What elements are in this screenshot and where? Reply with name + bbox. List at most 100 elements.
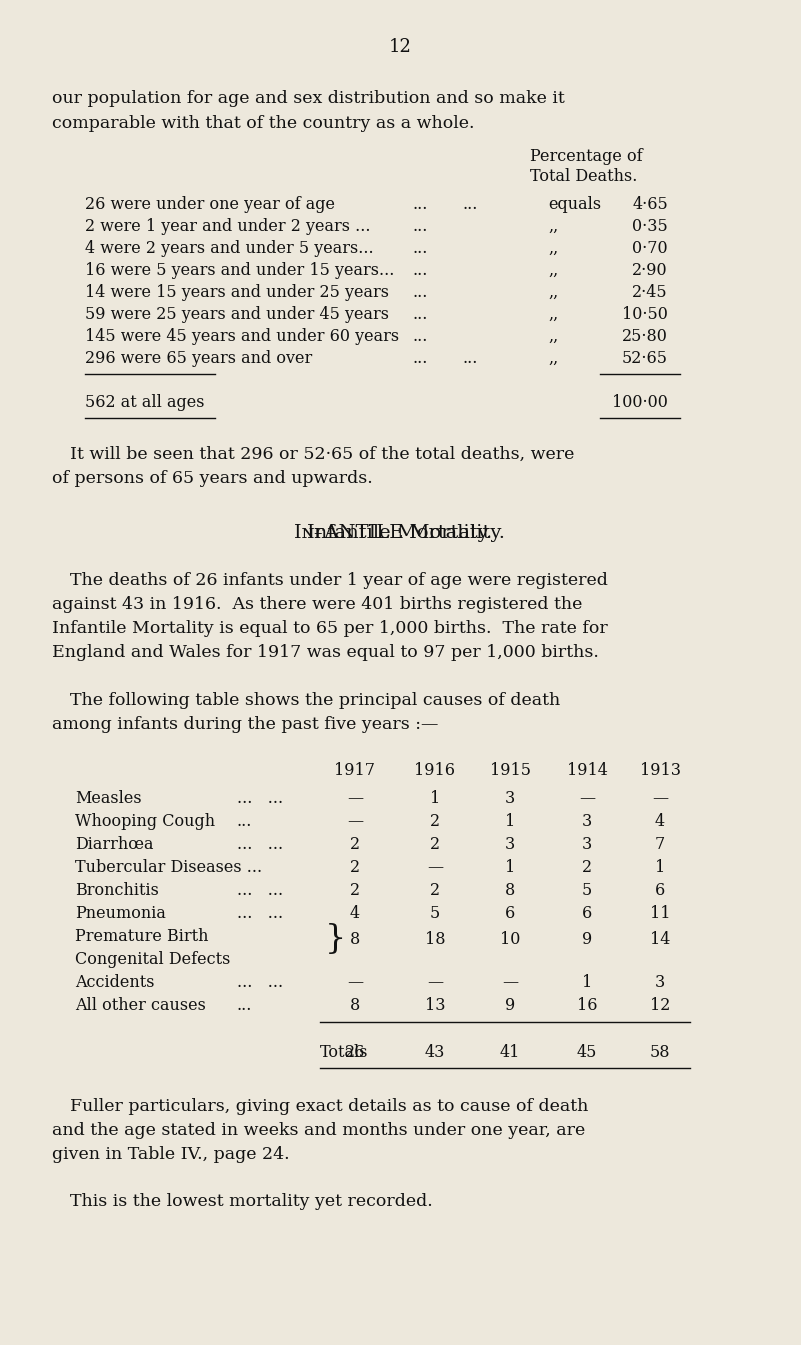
Text: 10: 10 [500,932,520,948]
Text: ,,: ,, [548,350,558,367]
Text: ...: ... [462,196,477,213]
Text: 0·35: 0·35 [632,218,668,235]
Text: The following table shows the principal causes of death: The following table shows the principal … [70,691,560,709]
Text: ...   ...: ... ... [237,974,283,991]
Text: 8: 8 [505,882,515,898]
Text: ...: ... [412,218,428,235]
Text: ...: ... [412,284,428,301]
Text: Premature Birth: Premature Birth [75,928,208,946]
Text: 1915: 1915 [489,763,530,779]
Text: 2: 2 [430,837,440,853]
Text: 18: 18 [425,932,445,948]
Text: and the age stated in weeks and months under one year, are: and the age stated in weeks and months u… [52,1122,586,1139]
Text: 4: 4 [350,905,360,923]
Text: 9: 9 [505,997,515,1014]
Text: —: — [427,859,443,876]
Text: 8: 8 [350,997,360,1014]
Text: The deaths of 26 infants under 1 year of age were registered: The deaths of 26 infants under 1 year of… [70,572,608,589]
Text: 2: 2 [350,837,360,853]
Text: 11: 11 [650,905,670,923]
Text: ...: ... [412,239,428,257]
Text: —: — [347,974,363,991]
Text: 6: 6 [655,882,665,898]
Text: 1: 1 [582,974,592,991]
Text: IɴғANTILE Mortality.: IɴғANTILE Mortality. [295,525,505,542]
Text: —: — [347,812,363,830]
Text: ,,: ,, [548,218,558,235]
Text: Pneumonia: Pneumonia [75,905,166,923]
Text: 4 were 2 years and under 5 years...: 4 were 2 years and under 5 years... [85,239,373,257]
Text: 3: 3 [655,974,665,991]
Text: ...   ...: ... ... [237,837,283,853]
Text: 1916: 1916 [414,763,456,779]
Text: comparable with that of the country as a whole.: comparable with that of the country as a… [52,116,474,132]
Text: 7: 7 [655,837,665,853]
Text: It will be seen that 296 or 52·65 of the total deaths, were: It will be seen that 296 or 52·65 of the… [70,447,574,463]
Text: All other causes: All other causes [75,997,206,1014]
Text: ...: ... [412,350,428,367]
Text: 2 were 1 year and under 2 years ...: 2 were 1 year and under 2 years ... [85,218,371,235]
Text: ...: ... [462,350,477,367]
Text: 100·00: 100·00 [612,394,668,412]
Text: ...: ... [412,262,428,278]
Text: 3: 3 [582,812,592,830]
Text: 52·65: 52·65 [622,350,668,367]
Text: ,,: ,, [548,262,558,278]
Text: 2: 2 [430,882,440,898]
Text: 45: 45 [577,1044,598,1061]
Text: 1: 1 [655,859,665,876]
Text: 59 were 25 years and under 45 years: 59 were 25 years and under 45 years [85,307,389,323]
Text: 43: 43 [425,1044,445,1061]
Text: among infants during the past five years :—: among infants during the past five years… [52,716,438,733]
Text: ...: ... [412,328,428,346]
Text: 12: 12 [388,38,412,56]
Text: 0·70: 0·70 [632,239,668,257]
Text: ,,: ,, [548,307,558,323]
Text: England and Wales for 1917 was equal to 97 per 1,000 births.: England and Wales for 1917 was equal to … [52,644,599,660]
Text: ,,: ,, [548,239,558,257]
Text: 25·80: 25·80 [622,328,668,346]
Text: Percentage of: Percentage of [530,148,642,165]
Text: ...: ... [412,196,428,213]
Text: given in Table IV., page 24.: given in Table IV., page 24. [52,1146,290,1163]
Text: 296 were 65 years and over: 296 were 65 years and over [85,350,312,367]
Text: Accidents: Accidents [75,974,155,991]
Text: ...: ... [412,307,428,323]
Text: 2: 2 [582,859,592,876]
Text: equals: equals [548,196,601,213]
Text: 1: 1 [505,812,515,830]
Text: ...   ...: ... ... [237,790,283,807]
Text: 26 were under one year of age: 26 were under one year of age [85,196,335,213]
Text: —: — [579,790,595,807]
Text: Tubercular Diseases ...: Tubercular Diseases ... [75,859,262,876]
Text: 2: 2 [350,882,360,898]
Text: 4·65: 4·65 [632,196,668,213]
Text: 145 were 45 years and under 60 years: 145 were 45 years and under 60 years [85,328,399,346]
Text: 1913: 1913 [639,763,681,779]
Text: Infantile Mortality is equal to 65 per 1,000 births.  The rate for: Infantile Mortality is equal to 65 per 1… [52,620,608,638]
Text: 12: 12 [650,997,670,1014]
Text: ,,: ,, [548,284,558,301]
Text: 13: 13 [425,997,445,1014]
Text: 2: 2 [350,859,360,876]
Text: 58: 58 [650,1044,670,1061]
Text: 2: 2 [430,812,440,830]
Text: }: } [325,924,346,955]
Text: 1914: 1914 [566,763,607,779]
Text: 16 were 5 years and under 15 years...: 16 were 5 years and under 15 years... [85,262,394,278]
Text: 16: 16 [577,997,598,1014]
Text: —: — [347,790,363,807]
Text: 2·90: 2·90 [632,262,668,278]
Text: 3: 3 [505,837,515,853]
Text: Totals: Totals [320,1044,368,1061]
Text: 9: 9 [582,932,592,948]
Text: 10·50: 10·50 [622,307,668,323]
Text: 5: 5 [430,905,440,923]
Text: Fuller particulars, giving exact details as to cause of death: Fuller particulars, giving exact details… [70,1098,589,1115]
Text: 1: 1 [505,859,515,876]
Text: 6: 6 [582,905,592,923]
Text: Diarrhœa: Diarrhœa [75,837,154,853]
Text: 6: 6 [505,905,515,923]
Text: Whooping Cough: Whooping Cough [75,812,215,830]
Text: 3: 3 [582,837,592,853]
